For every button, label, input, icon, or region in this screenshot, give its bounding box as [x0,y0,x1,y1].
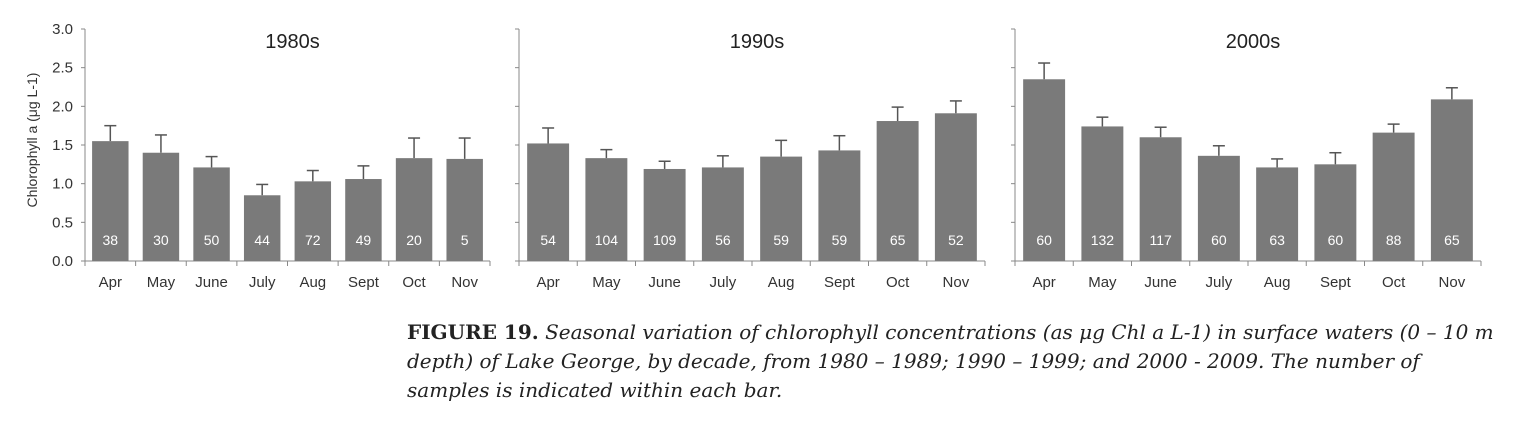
bar [1197,155,1240,261]
x-tick-label: Sept [824,274,856,291]
panel-title: 1990s [730,31,785,53]
bar [701,167,744,261]
x-tick-label: Oct [402,274,426,291]
bar [934,113,977,261]
x-tick-label: Aug [768,274,795,291]
chart-area: 0.0 0.5 1.0 1.5 2.0 2.5 3.0 1980s 38 Apr 30 May 50 Ju… [24,21,1482,291]
x-tick-label: July [249,274,276,291]
bar [446,158,483,261]
x-tick-label: June [1144,274,1177,291]
sample-count-label: 88 [1386,232,1402,248]
x-tick-label: July [710,274,737,291]
y-tick-label: 0.0 [52,253,73,270]
sample-count-label: 72 [305,232,321,248]
bar [876,121,919,261]
caption-label: FIGURE 19. [407,320,539,344]
x-tick-label: Nov [1439,274,1466,291]
bar [527,143,570,261]
sample-count-label: 59 [773,232,789,248]
sample-count-label: 30 [153,232,169,248]
chart-svg: 0.0 0.5 1.0 1.5 2.0 2.5 3.0 1980s 38 Apr 30 May 50 Ju… [24,21,1482,291]
y-tick-label: 1.5 [52,137,73,154]
y-tick-label: 2.5 [52,60,73,77]
bar [193,167,230,261]
sample-count-label: 38 [103,232,119,248]
bar [1023,79,1066,262]
sample-count-label: 104 [595,232,619,248]
x-tick-label: Apr [99,274,122,291]
bar [1372,132,1415,261]
sample-count-label: 65 [890,232,906,248]
x-tick-label: May [147,274,176,291]
x-tick-label: Oct [1382,274,1406,291]
bar [643,168,686,261]
x-tick-label: Nov [451,274,478,291]
x-tick-label: Sept [1320,274,1352,291]
bar [1081,126,1124,261]
bar [818,150,861,261]
sample-count-label: 56 [715,232,731,248]
bar [142,152,180,261]
bar [345,179,382,261]
caption-text: Seasonal variation of chlorophyll concen… [407,320,1494,402]
y-tick-label: 0.5 [52,214,73,231]
bar [294,181,332,261]
bar [760,156,803,261]
x-tick-label: Aug [299,274,326,291]
sample-count-label: 65 [1444,232,1460,248]
x-tick-label: Nov [943,274,970,291]
x-tick-label: Apr [536,274,559,291]
x-tick-label: May [1088,274,1117,291]
x-tick-label: July [1206,274,1233,291]
x-tick-label: Sept [348,274,380,291]
y-tick-label: 1.0 [52,176,73,193]
sample-count-label: 59 [832,232,848,248]
sample-count-label: 117 [1149,232,1172,248]
sample-count-label: 109 [653,232,677,248]
x-tick-label: May [592,274,621,291]
sample-count-label: 52 [948,232,964,248]
bar [243,195,281,261]
sample-count-label: 44 [254,232,270,248]
bar [1256,167,1299,261]
sample-count-label: 60 [1211,232,1227,248]
bar [92,141,129,261]
x-tick-label: Apr [1032,274,1055,291]
bar [585,158,628,261]
sample-count-label: 63 [1269,232,1285,248]
x-tick-label: Oct [886,274,910,291]
x-tick-label: June [648,274,681,291]
panel-title: 2000s [1226,31,1281,53]
sample-count-label: 132 [1091,232,1115,248]
figure-caption: FIGURE 19. Seasonal variation of chlorop… [407,318,1497,405]
bar [395,158,433,261]
sample-count-label: 60 [1036,232,1052,248]
bar [1314,164,1357,261]
y-tick-label: 2.0 [52,98,73,115]
panel-title: 1980s [265,31,320,53]
bar [1139,137,1182,261]
bar [1430,99,1473,261]
sample-count-label: 50 [204,232,220,248]
y-axis-label: Chlorophyll a (μg L-1) [24,73,40,208]
sample-count-label: 49 [356,232,372,248]
sample-count-label: 60 [1328,232,1344,248]
sample-count-label: 20 [406,232,422,248]
x-tick-label: June [195,274,228,291]
y-tick-label: 3.0 [52,21,73,38]
sample-count-label: 54 [540,232,556,248]
sample-count-label: 5 [461,232,469,248]
x-tick-label: Aug [1264,274,1291,291]
